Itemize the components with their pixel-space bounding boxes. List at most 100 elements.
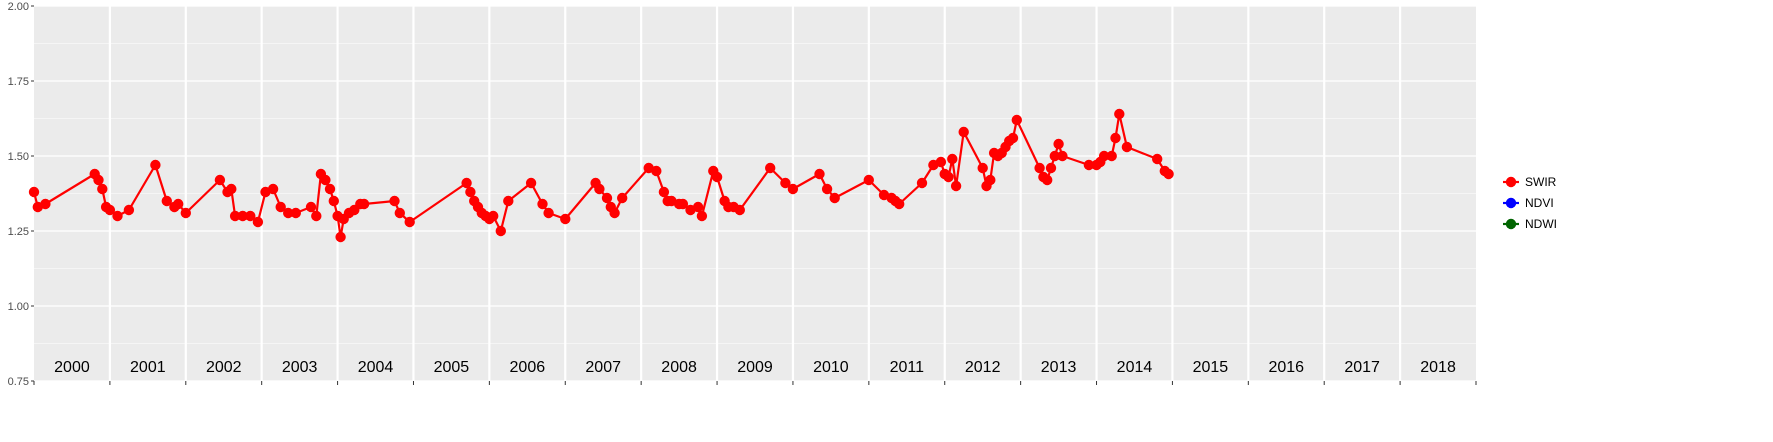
swir-point: [677, 198, 689, 210]
year-label: 2010: [813, 359, 849, 376]
legend: SWIR NDVI NDWI: [1503, 175, 1557, 231]
swir-point: [237, 210, 248, 222]
swir-point: [821, 183, 833, 195]
swir-point: [305, 201, 317, 213]
year-label: 2000: [54, 359, 90, 376]
swir-point: [93, 174, 104, 186]
swir-point: [161, 195, 172, 207]
swir-point: [787, 183, 799, 195]
swir-point: [311, 210, 322, 222]
y-tick-label: 1.00: [8, 301, 29, 313]
swir-point: [173, 198, 184, 210]
swir-point: [320, 174, 331, 186]
year-label: 2014: [1117, 359, 1153, 376]
swir-point: [1163, 168, 1174, 180]
swir-point: [1049, 150, 1061, 162]
legend-label: SWIR: [1525, 175, 1557, 189]
swir-point: [1098, 150, 1110, 162]
swir-point: [696, 210, 708, 222]
swir-point: [1114, 108, 1125, 120]
year-label: 2007: [585, 359, 621, 376]
swir-point: [1034, 162, 1045, 174]
y-tick-label: 1.50: [8, 151, 29, 163]
year-label: 2008: [661, 359, 697, 376]
swir-point: [958, 126, 969, 138]
swir-point: [335, 231, 346, 243]
swir-point: [543, 207, 554, 219]
swir-point: [560, 213, 571, 225]
year-label: 2005: [434, 359, 470, 376]
year-label: 2002: [206, 359, 242, 376]
swir-point: [863, 174, 874, 186]
swir-point: [40, 198, 51, 210]
swir-point: [465, 186, 476, 198]
series-layer: [28, 108, 1174, 243]
swir-point: [394, 207, 405, 219]
swir-point: [290, 207, 301, 219]
legend-key-point: [1505, 176, 1517, 188]
swir-point: [150, 159, 161, 171]
swir-point: [112, 210, 123, 222]
swir-point: [1042, 174, 1053, 186]
swir-point: [977, 162, 988, 174]
year-label: 2004: [358, 359, 394, 376]
swir-point: [1106, 150, 1117, 162]
swir-point: [537, 198, 548, 210]
swir-point: [389, 195, 400, 207]
swir-point: [711, 171, 723, 183]
swir-point: [283, 207, 294, 219]
swir-point: [1007, 132, 1019, 144]
legend-key-point: [1505, 197, 1517, 209]
swir-point: [123, 204, 135, 216]
year-label: 2003: [282, 359, 318, 376]
swir-point: [252, 216, 264, 228]
swir-point: [734, 204, 745, 216]
y-tick-label: 1.75: [8, 76, 29, 88]
swir-point: [180, 207, 191, 219]
swir-point: [651, 165, 662, 177]
major-gridlines: [34, 5, 1476, 382]
swir-point: [28, 186, 40, 198]
swir-point: [1152, 153, 1163, 165]
swir-point: [525, 177, 537, 189]
legend-label: NDWI: [1525, 217, 1557, 231]
swir-point: [488, 210, 499, 222]
y-tick-label: 1.25: [8, 226, 29, 238]
swir-point: [1045, 162, 1057, 174]
swir-point: [97, 183, 108, 195]
swir-point: [229, 210, 241, 222]
swir-point: [503, 195, 514, 207]
swir-point: [814, 168, 825, 180]
year-label: 2018: [1420, 359, 1456, 376]
swir-point: [916, 177, 928, 189]
swir-point: [894, 198, 905, 210]
swir-point: [601, 192, 613, 204]
swir-point: [829, 192, 840, 204]
swir-point: [226, 183, 237, 195]
year-labels: 2000 2001 2002 2003 2004 2005 2006 2007 2008 2009…: [54, 359, 1456, 376]
year-label: 2017: [1344, 359, 1380, 376]
swir-point: [214, 174, 226, 186]
swir-point: [267, 183, 279, 195]
swir-point: [1110, 132, 1121, 144]
year-label: 2009: [737, 359, 773, 376]
y-axis: 0.75 1.00 1.25 1.50 1.75 2.00: [8, 1, 34, 388]
year-label: 2015: [1193, 359, 1229, 376]
swir-point: [1053, 138, 1064, 150]
swir-point: [617, 192, 628, 204]
swir-point: [594, 183, 605, 195]
y-tick-label: 0.75: [8, 376, 29, 388]
legend-item-ndvi: NDVI: [1503, 196, 1554, 210]
year-label: 2013: [1041, 359, 1077, 376]
legend-key-point: [1505, 218, 1517, 230]
swir-point: [658, 186, 670, 198]
swir-point: [943, 171, 954, 183]
swir-point: [495, 225, 506, 237]
swir-point: [404, 216, 415, 228]
year-label: 2016: [1268, 359, 1304, 376]
y-tick-label: 2.00: [8, 1, 29, 13]
swir-point: [1121, 141, 1133, 153]
swir-point: [245, 210, 256, 222]
swir-point: [328, 195, 339, 207]
